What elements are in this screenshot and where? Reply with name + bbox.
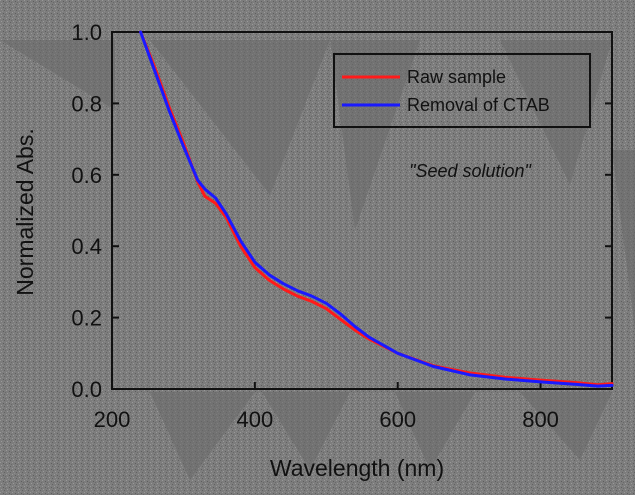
y-tick-label: 0.0 <box>71 377 102 402</box>
series-line-removal-of-ctab <box>139 30 614 388</box>
y-axis-title: Normalized Abs. <box>12 128 38 295</box>
plot-area <box>111 31 613 390</box>
series-line-raw-sample <box>139 30 614 387</box>
y-tick-label: 0.8 <box>71 91 102 116</box>
series-lines <box>139 30 614 388</box>
y-tick-labels: 0.0 0.2 0.4 0.6 0.8 1.0 <box>71 20 102 402</box>
x-tick-label: 600 <box>379 407 416 432</box>
legend-label-removal-of-ctab: Removal of CTAB <box>407 95 550 115</box>
y-tick-label: 1.0 <box>71 20 102 45</box>
y-tick-label: 0.2 <box>71 306 102 331</box>
x-tick-label: 800 <box>522 407 559 432</box>
legend: Raw sample Removal of CTAB <box>333 53 591 128</box>
x-tick-labels: 200 400 600 800 <box>94 407 559 432</box>
background-bands <box>0 40 635 480</box>
seed-solution-annotation: "Seed solution" <box>409 161 532 181</box>
y-tick-label: 0.6 <box>71 163 102 188</box>
x-axis-title: Wavelength (nm) <box>270 455 444 481</box>
x-tick-label: 400 <box>236 407 273 432</box>
legend-box <box>333 53 591 128</box>
legend-label-raw-sample: Raw sample <box>407 67 506 87</box>
x-tick-label: 200 <box>94 407 131 432</box>
y-tick-label: 0.4 <box>71 234 102 259</box>
